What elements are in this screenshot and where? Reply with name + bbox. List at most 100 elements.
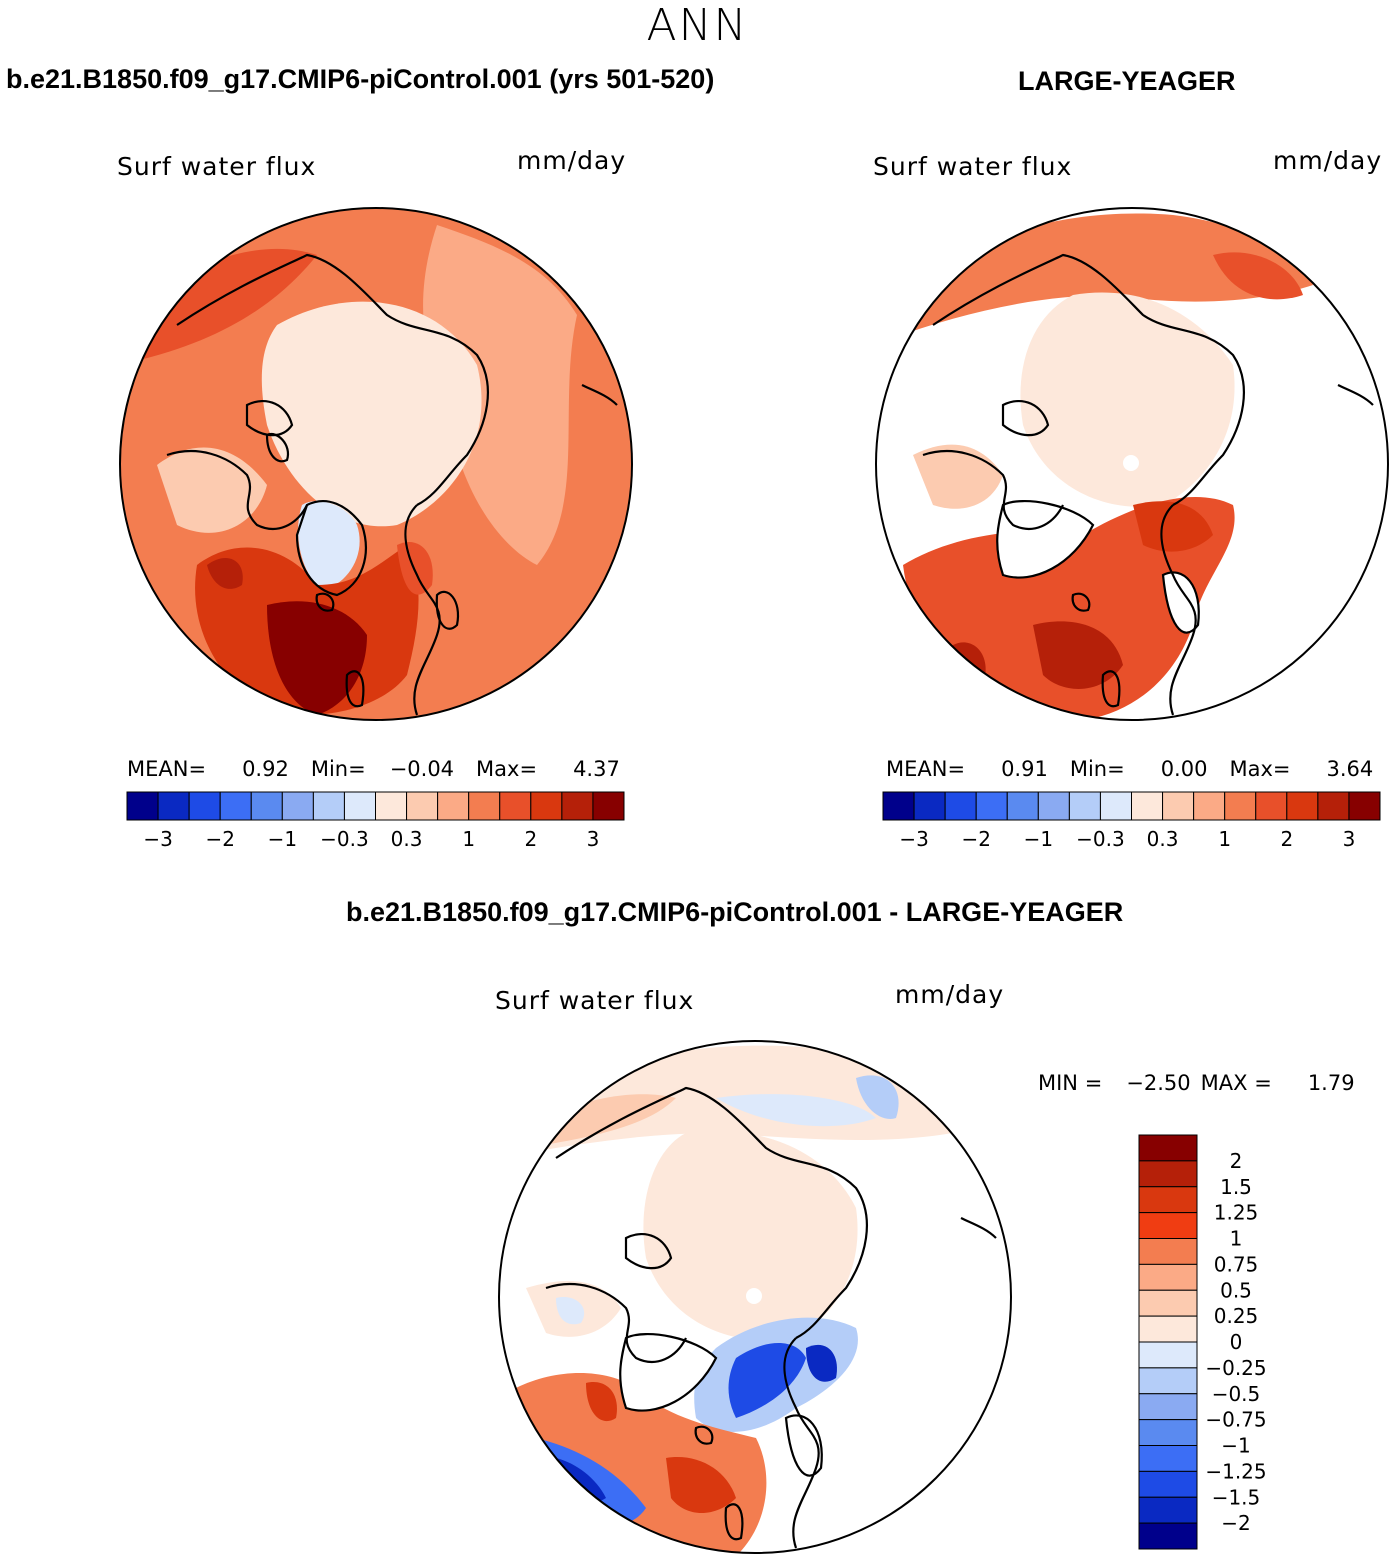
colorbar-swatch (882, 791, 915, 821)
colorbar-swatch (530, 791, 563, 821)
right-stats: MEAN= 0.91 Min= 0.00 Max= 3.64 (886, 757, 1373, 781)
right-variable-label: Surf water flux (873, 152, 1073, 181)
coastlines (166, 253, 618, 716)
map-fill-region (267, 601, 367, 715)
colorbar-swatch (250, 791, 283, 821)
colorbar-swatch (1138, 1419, 1198, 1446)
colorbar-tick-label: 1.25 (1214, 1201, 1259, 1225)
colorbar-tick-label: −3 (899, 827, 928, 851)
colorbar-tick-label: 1.5 (1220, 1175, 1252, 1199)
colorbar-tick-label: 1 (1218, 827, 1231, 851)
colorbar-tick-label: −1 (1024, 827, 1053, 851)
map-fill-region (1163, 572, 1199, 633)
mean-label: MEAN= (886, 757, 966, 781)
map-fill-region (1020, 292, 1235, 507)
colorbar-swatch (1138, 1470, 1198, 1498)
colorbar-swatch (1138, 1134, 1198, 1162)
right-colorbar: −3 −2 −1 −0.3 0.3 1 2 3 (882, 791, 1381, 851)
colorbar-swatch (592, 791, 625, 821)
colorbar-swatch (219, 791, 252, 821)
right-case-title: LARGE-YEAGER (1018, 66, 1236, 96)
mean-value: 0.92 (242, 757, 289, 781)
colorbar-swatch (1138, 1367, 1198, 1395)
map-fill-region (997, 501, 1093, 578)
left-stats: MEAN= 0.92 Min= −0.04 Max= 4.37 (127, 757, 620, 781)
map-fill-region (643, 1130, 858, 1340)
colorbar-swatch (1138, 1186, 1198, 1214)
colorbar-swatch (343, 791, 376, 821)
min-value: −2.50 (1126, 1071, 1191, 1095)
colorbar-tick-label: 2 (524, 827, 537, 851)
colorbar-tick-label: −0.25 (1205, 1356, 1266, 1380)
map-fill-region (556, 1297, 585, 1325)
colorbar-swatch (561, 791, 594, 821)
map-fill-region (298, 501, 360, 590)
map-fill-region (423, 225, 577, 565)
diff-case-title: b.e21.B1850.f09_g17.CMIP6-piControl.001 … (346, 897, 1124, 927)
colorbar-swatch (1317, 791, 1350, 821)
diff-units-label: mm/day (895, 980, 1005, 1009)
mean-value: 0.91 (1001, 757, 1048, 781)
max-label: MAX = (1200, 1071, 1272, 1095)
colorbar-swatch (1348, 791, 1381, 821)
diff-polar-map (498, 1040, 1012, 1554)
left-case-title: b.e21.B1850.f09_g17.CMIP6-piControl.001 … (6, 64, 715, 94)
colorbar-swatch (1138, 1393, 1198, 1421)
map-fill-region (586, 1382, 617, 1422)
colorbar-swatch (157, 791, 190, 821)
colorbar-swatch (312, 791, 345, 821)
colorbar-swatch (975, 791, 1008, 821)
colorbar-swatch (1138, 1496, 1198, 1524)
colorbar-swatch (1099, 791, 1132, 821)
min-label: Min= (310, 757, 366, 781)
colorbar-swatch (468, 791, 501, 821)
map-fill-region (1133, 501, 1213, 552)
colorbar-swatch (1138, 1212, 1198, 1239)
colorbar-tick-label: −0.5 (1212, 1382, 1261, 1406)
colorbar-swatch (281, 791, 314, 821)
max-value: 1.79 (1307, 1071, 1355, 1095)
map-boundary (119, 207, 633, 721)
map-fill-region (1213, 252, 1303, 300)
colorbar-swatch (1138, 1315, 1198, 1343)
colorbar-swatch (1255, 791, 1288, 821)
colorbar-tick-label: 2 (1230, 1149, 1243, 1173)
colorbar-tick-label: −1.25 (1205, 1459, 1266, 1483)
left-units-label: mm/day (517, 146, 627, 175)
colorbar-tick-label: 0 (1230, 1330, 1243, 1354)
colorbar-swatch (1068, 791, 1101, 821)
colorbar-tick-label: 3 (587, 827, 600, 851)
colorbar-tick-label: 1 (462, 827, 475, 851)
colorbar-swatch (375, 791, 408, 821)
colorbar-tick-label: 0.3 (1147, 827, 1179, 851)
colorbar-tick-label: 2 (1280, 827, 1293, 851)
colorbar-tick-label: 3 (1343, 827, 1356, 851)
colorbar-swatch (1131, 791, 1164, 821)
colorbar-tick-label: 0.25 (1214, 1304, 1259, 1328)
season-title: ANN (646, 0, 749, 51)
colorbar-tick-label: −0.75 (1205, 1408, 1266, 1432)
colorbar-swatch (188, 791, 221, 821)
colorbar-swatch (406, 791, 439, 821)
diff-stats: MIN = −2.50 MAX = 1.79 (1038, 1071, 1355, 1095)
diff-variable-label: Surf water flux (495, 986, 695, 1015)
map-fill-region (786, 1415, 822, 1476)
map-fill-region (261, 301, 482, 527)
colorbar-swatch (1138, 1289, 1198, 1317)
colorbar-swatch (1286, 791, 1319, 821)
map-fill-region (120, 248, 317, 365)
colorbar-swatch (944, 791, 977, 821)
mean-label: MEAN= (127, 757, 207, 781)
diff-colorbar: 21.51.2510.750.50.250−0.25−0.5−0.75−1−1.… (1138, 1134, 1267, 1550)
colorbar-swatch (913, 791, 946, 821)
colorbar-tick-label: 0.5 (1220, 1278, 1252, 1302)
right-polar-map (875, 207, 1389, 721)
map-fill-region (913, 444, 1003, 509)
map-boundary (875, 207, 1389, 721)
map-boundary (498, 1040, 1012, 1554)
colorbar-swatch (1138, 1238, 1198, 1265)
colorbar-tick-label: 0.75 (1214, 1252, 1259, 1276)
min-value: 0.00 (1160, 757, 1208, 781)
map-fill-region (856, 1075, 899, 1119)
colorbar-tick-label: −2 (1221, 1511, 1250, 1535)
